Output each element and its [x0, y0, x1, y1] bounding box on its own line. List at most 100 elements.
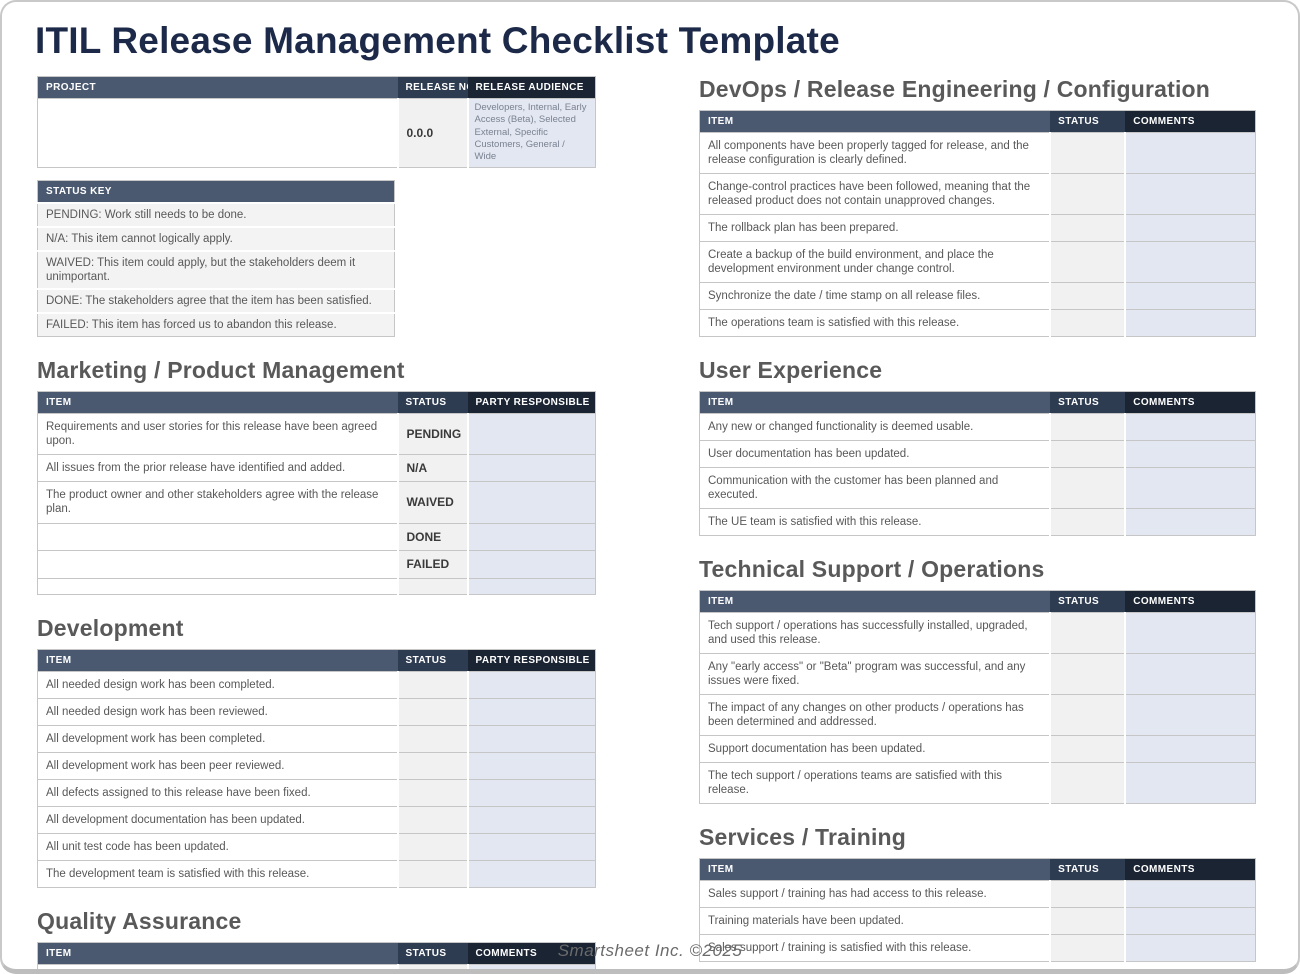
status-cell[interactable] — [396, 724, 468, 753]
item-cell: All needed design work has been complete… — [37, 670, 398, 699]
column-header-status: STATUS — [397, 391, 468, 414]
status-cell[interactable]: PENDING — [396, 412, 468, 455]
item-cell: The operations team is satisfied with th… — [699, 309, 1051, 337]
column-header-item: ITEM — [37, 391, 398, 414]
status-cell[interactable] — [396, 751, 468, 780]
project-value-cell[interactable] — [37, 98, 398, 168]
column-header-status: STATUS — [1050, 858, 1126, 881]
checklist-table: ITEM STATUS PARTY RESPONSIBLE All needed de… — [37, 648, 596, 888]
release-audience-cell[interactable]: Developers, Internal, Early Access (Beta… — [466, 98, 596, 168]
table-row: The operations team is satisfied with th… — [699, 309, 1256, 337]
status-cell[interactable] — [396, 859, 468, 888]
status-cell[interactable] — [1049, 508, 1126, 536]
comments-cell[interactable] — [1124, 173, 1256, 215]
party-responsible-cell[interactable] — [466, 577, 596, 595]
comments-cell[interactable] — [1124, 762, 1256, 804]
status-cell[interactable] — [396, 577, 468, 595]
status-key-row: DONE: The stakeholders agree that the it… — [37, 287, 395, 313]
status-cell[interactable] — [1049, 131, 1126, 174]
table-header-row: ITEM STATUS COMMENTS — [699, 391, 1256, 414]
table-header-row: ITEM STATUS PARTY RESPONSIBLE — [37, 391, 596, 414]
status-cell[interactable] — [1049, 907, 1126, 935]
status-cell[interactable] — [1049, 762, 1126, 804]
item-cell: All development work has been peer revie… — [37, 751, 398, 780]
status-cell[interactable] — [1049, 694, 1126, 736]
party-responsible-cell[interactable] — [466, 778, 596, 807]
comments-cell[interactable] — [1124, 282, 1256, 310]
status-key-definition: WAIVED: This item could apply, but the s… — [37, 249, 395, 289]
status-cell[interactable] — [1049, 173, 1126, 215]
party-responsible-cell[interactable] — [466, 724, 596, 753]
status-cell[interactable] — [396, 778, 468, 807]
comments-cell[interactable] — [1124, 653, 1256, 695]
comments-cell[interactable] — [1124, 735, 1256, 763]
column-header-item: ITEM — [37, 649, 398, 672]
party-responsible-cell[interactable] — [466, 412, 596, 455]
comments-cell[interactable] — [1124, 508, 1256, 536]
comments-cell[interactable] — [1124, 413, 1256, 441]
party-responsible-cell[interactable] — [466, 670, 596, 699]
comments-cell[interactable] — [1124, 612, 1256, 654]
table-header-row: ITEM STATUS PARTY RESPONSIBLE — [37, 649, 596, 672]
status-cell[interactable] — [396, 697, 468, 726]
table-header-row: ITEM STATUS COMMENTS — [699, 110, 1256, 133]
comments-cell[interactable] — [1124, 907, 1256, 935]
comments-cell[interactable] — [1124, 214, 1256, 242]
comments-cell[interactable] — [1124, 131, 1256, 174]
status-cell[interactable] — [1049, 214, 1126, 242]
item-cell: All issues from the prior release have i… — [37, 453, 398, 482]
comments-cell[interactable] — [1124, 309, 1256, 337]
table-row: The product owner and other stakeholders… — [37, 481, 596, 523]
status-cell[interactable] — [1049, 309, 1126, 337]
status-cell[interactable]: WAIVED — [396, 481, 468, 523]
comments-cell[interactable] — [1124, 880, 1256, 908]
status-key-header: STATUS KEY — [37, 180, 395, 203]
party-responsible-cell[interactable] — [466, 697, 596, 726]
table-row: The impact of any changes on other produ… — [699, 694, 1256, 736]
table-row: User documentation has been updated. — [699, 440, 1256, 468]
status-cell[interactable] — [396, 670, 468, 699]
table-row: All defects assigned to this release hav… — [37, 778, 596, 807]
party-responsible-cell[interactable] — [466, 832, 596, 861]
status-cell[interactable]: N/A — [396, 453, 468, 482]
column-header-item: ITEM — [699, 110, 1051, 133]
comments-cell[interactable] — [1124, 241, 1256, 283]
status-cell[interactable] — [1049, 241, 1126, 283]
status-cell[interactable]: DONE — [396, 522, 468, 551]
status-cell[interactable] — [1049, 282, 1126, 310]
party-responsible-cell[interactable] — [466, 550, 596, 579]
comments-cell[interactable] — [1124, 934, 1256, 962]
party-responsible-cell[interactable] — [466, 453, 596, 482]
table-row: Change-control practices have been follo… — [699, 173, 1256, 215]
status-cell[interactable]: FAILED — [396, 550, 468, 579]
party-responsible-cell[interactable] — [466, 522, 596, 551]
status-cell[interactable] — [1049, 467, 1126, 509]
status-cell[interactable] — [1049, 612, 1126, 654]
column-header-item: ITEM — [699, 858, 1051, 881]
status-cell[interactable] — [1049, 653, 1126, 695]
status-cell[interactable] — [1049, 440, 1126, 468]
party-responsible-cell[interactable] — [466, 481, 596, 523]
comments-cell[interactable] — [466, 963, 596, 969]
table-row: The development team is satisfied with t… — [37, 859, 596, 888]
section-title: Services / Training — [699, 824, 907, 851]
status-cell[interactable] — [396, 832, 468, 861]
release-no-cell[interactable]: 0.0.0 — [396, 98, 468, 168]
status-cell[interactable] — [396, 805, 468, 834]
item-cell: Create a backup of the build environment… — [699, 241, 1051, 283]
status-cell[interactable] — [1049, 413, 1126, 441]
status-cell[interactable] — [1049, 880, 1126, 908]
status-key-row: WAIVED: This item could apply, but the s… — [37, 249, 395, 289]
column-header-status: STATUS — [397, 942, 468, 965]
status-cell[interactable] — [1049, 735, 1126, 763]
party-responsible-cell[interactable] — [466, 859, 596, 888]
status-cell[interactable] — [1049, 934, 1126, 962]
status-key-row: N/A: This item cannot logically apply. — [37, 225, 395, 251]
comments-cell[interactable] — [1124, 440, 1256, 468]
party-responsible-cell[interactable] — [466, 805, 596, 834]
comments-cell[interactable] — [1124, 694, 1256, 736]
status-cell[interactable] — [396, 963, 468, 969]
party-responsible-cell[interactable] — [466, 751, 596, 780]
table-row: The QA plan and test cases have been upd… — [37, 963, 596, 969]
comments-cell[interactable] — [1124, 467, 1256, 509]
